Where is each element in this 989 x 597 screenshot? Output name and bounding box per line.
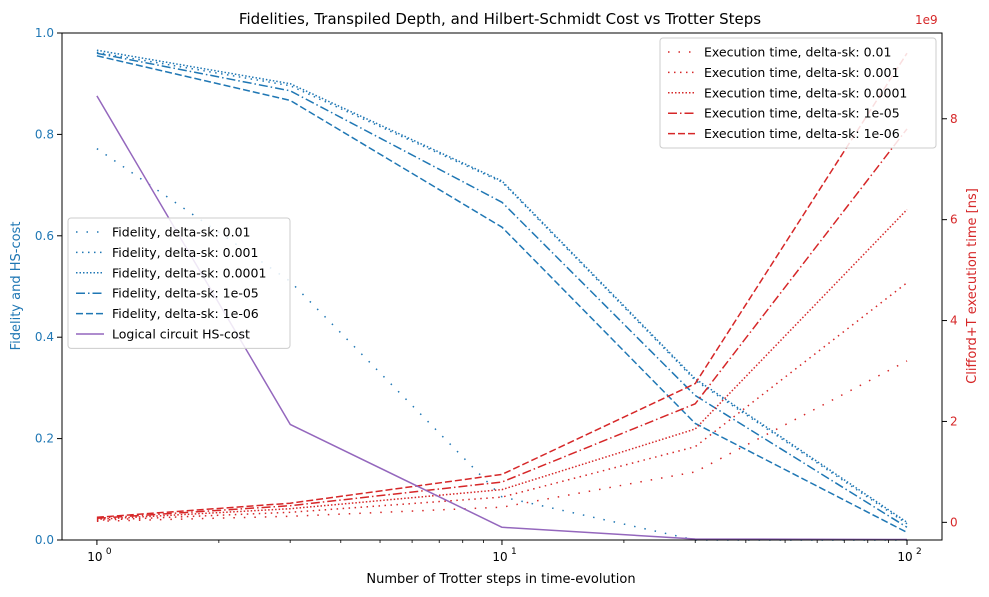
fidelity-series-line-0 — [96, 147, 907, 541]
y-left-tick-label: 0.8 — [35, 127, 54, 141]
fidelity-series-line-2 — [96, 49, 908, 523]
legend-fidelity-box — [67, 217, 291, 349]
y-axis-right-ticks: 0 2 4 6 8 — [942, 112, 958, 529]
x-axis-ticks: 10 0 10 1 10 2 — [87, 540, 922, 564]
legend-fidelity: Fidelity, delta-sk: 0.01 Fidelity, delta-… — [67, 217, 291, 349]
x-tick-exponent: 0 — [106, 547, 112, 557]
y-right-tick-label: 4 — [950, 314, 958, 328]
y-right-tick-label: 2 — [950, 414, 958, 428]
x-tick-label: 10 — [897, 550, 912, 564]
y-left-tick-label: 0.2 — [35, 432, 54, 446]
y-right-tick-label: 0 — [950, 515, 958, 529]
y-left-tick-label: 1.0 — [35, 26, 54, 40]
y-left-tick-label: 0.4 — [35, 330, 54, 344]
legend-time-box — [659, 37, 937, 149]
y-left-tick-label: 0.0 — [35, 533, 54, 547]
legend-time-label: Execution time, delta-sk: 0.01 — [704, 45, 891, 60]
x-tick-label: 10 — [87, 550, 102, 564]
legend-time-label: Execution time, delta-sk: 0.001 — [704, 65, 899, 80]
legend-time-label: Execution time, delta-sk: 1e-06 — [704, 126, 900, 141]
fidelity-series-line-3 — [96, 52, 908, 528]
x-tick-exponent: 1 — [511, 547, 517, 557]
chart-title: Fidelities, Transpiled Depth, and Hilber… — [239, 10, 761, 28]
legend-fidelity-label: Fidelity, delta-sk: 0.001 — [112, 245, 258, 260]
time-series-line-4 — [96, 52, 908, 519]
legend-fidelity-label: Fidelity, delta-sk: 0.01 — [112, 225, 251, 240]
legend-time-label: Execution time, delta-sk: 0.0001 — [704, 85, 907, 100]
y-right-tick-label: 8 — [950, 112, 958, 126]
legend-fidelity-label: Fidelity, delta-sk: 1e-06 — [112, 306, 259, 321]
y-left-tick-label: 0.6 — [35, 229, 54, 243]
y-axis-right-label: Clifford+T execution time [ns] — [965, 188, 980, 384]
legend-fidelity-label: Fidelity, delta-sk: 1e-05 — [112, 286, 259, 301]
legend-fidelity-label: Fidelity, delta-sk: 0.0001 — [112, 265, 266, 280]
time-series-line-3 — [96, 128, 908, 520]
fidelity-series-line-4 — [96, 55, 908, 534]
y-right-tick-label: 6 — [950, 213, 958, 227]
x-tick-label: 10 — [492, 550, 507, 564]
y-axis-left-ticks: 0.0 0.2 0.4 0.6 0.8 1.0 — [35, 26, 62, 547]
time-series-line-2 — [96, 209, 908, 521]
x-axis-label: Number of Trotter steps in time-evolutio… — [366, 572, 635, 587]
legend-time-label: Execution time, delta-sk: 1e-05 — [704, 106, 900, 121]
y-axis-right-multiplier: 1e9 — [915, 13, 938, 27]
legend-execution-time: Execution time, delta-sk: 0.01 Execution … — [659, 37, 937, 149]
legend-fidelity-label: Logical circuit HS-cost — [112, 327, 250, 342]
x-tick-exponent: 2 — [916, 547, 922, 557]
y-axis-left-label: Fidelity and HS-cost — [9, 222, 24, 351]
